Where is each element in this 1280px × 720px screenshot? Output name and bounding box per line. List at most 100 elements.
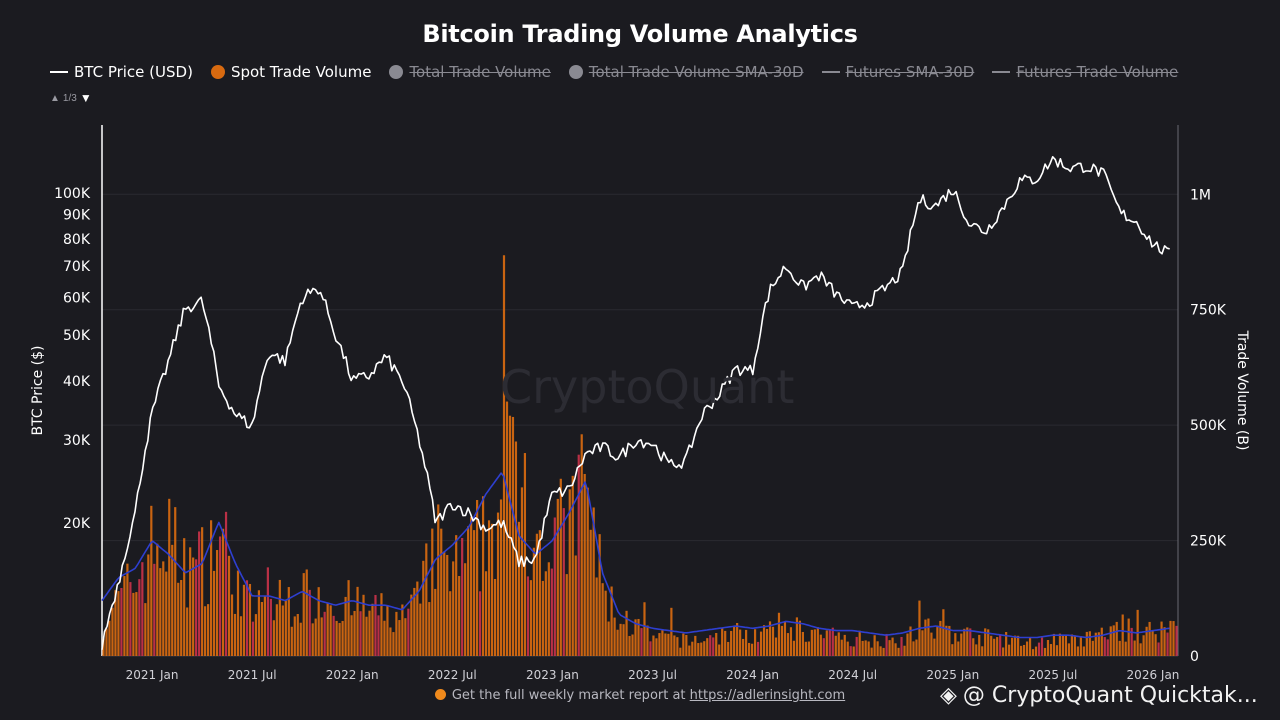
spot-volume-bar [685, 634, 688, 656]
spot-volume-bar [242, 584, 246, 656]
spot-volume-bar [756, 641, 760, 656]
spot-volume-bar [664, 633, 667, 656]
spot-volume-bar [789, 627, 793, 656]
spot-volume-bar [1016, 635, 1020, 656]
spot-volume-bar [156, 543, 159, 656]
y-right-tick-label: 750K [1190, 303, 1227, 319]
spot-volume-bar [595, 577, 598, 656]
legend-item-spot-volume[interactable]: Spot Trade Volume [210, 63, 371, 81]
spot-volume-bar [586, 487, 589, 656]
spot-volume-bar [386, 605, 389, 656]
spot-volume-bar [739, 629, 742, 656]
spot-volume-bar [487, 520, 491, 656]
spot-volume-bar [368, 610, 371, 656]
spot-volume-bar [655, 638, 658, 656]
spot-volume-bar [186, 607, 189, 656]
spot-volume-bar [1040, 637, 1044, 656]
spot-volume-bar [287, 587, 290, 656]
y-left-tick-label: 100K [54, 186, 91, 202]
spot-volume-bar [1073, 635, 1076, 656]
spot-volume-bar [550, 568, 553, 656]
spot-volume-bar [559, 478, 562, 656]
spot-volume-bar [963, 628, 966, 656]
spot-volume-bar [183, 538, 186, 656]
spot-volume-bar [1124, 641, 1127, 656]
spot-volume-bar [858, 630, 861, 656]
spot-volume-bar [777, 612, 781, 656]
spot-volume-bar [849, 646, 852, 656]
spot-volume-bar [957, 641, 960, 656]
spot-volume-bar [126, 563, 129, 656]
spot-volume-bar [320, 617, 323, 656]
spot-volume-bar [706, 638, 709, 656]
spot-volume-bar [816, 627, 819, 656]
spot-volume-bar [245, 580, 249, 656]
spot-volume-bar [302, 573, 305, 656]
spot-volume-bar [616, 629, 619, 656]
spot-volume-bar [1142, 635, 1145, 656]
spot-volume-bar [227, 555, 231, 656]
spot-volume-bar [455, 535, 458, 656]
spot-volume-bar [804, 641, 807, 656]
spot-volume-bar [1005, 631, 1008, 656]
spot-volume-bar [162, 561, 165, 656]
spot-volume-bar [900, 636, 903, 656]
spot-volume-bar [311, 623, 314, 656]
spot-volume-bar [1112, 625, 1115, 656]
spot-volume-bar [999, 635, 1002, 656]
spot-volume-bar [783, 622, 787, 656]
legend-line-icon [992, 71, 1011, 73]
spot-volume-bar [1160, 621, 1163, 656]
spot-volume-bar [960, 633, 963, 656]
pager-down-icon[interactable]: ▼ [79, 91, 92, 105]
spot-volume-bar [954, 633, 957, 656]
legend-item-total-volume-sma[interactable]: Total Trade Volume SMA-30D [568, 63, 804, 81]
spot-volume-bar [795, 617, 799, 656]
spot-volume-bar [1011, 637, 1014, 656]
spot-volume-bar [374, 594, 377, 656]
footer-link[interactable]: https://adlerinsight.com [689, 688, 846, 703]
spot-volume-bar [431, 528, 434, 656]
y-axis-left-title: BTC Price ($) [30, 346, 46, 436]
y-right-tick-label: 250K [1190, 534, 1227, 550]
spot-volume-bar [628, 635, 631, 656]
legend-item-btc-price[interactable]: BTC Price (USD) [50, 63, 193, 81]
spot-volume-bar [416, 581, 419, 656]
legend-dot-icon [568, 65, 583, 79]
legend-item-futures-volume[interactable]: Futures Trade Volume [992, 63, 1178, 81]
legend-label: Total Trade Volume SMA-30D [588, 63, 804, 81]
spot-volume-bar [114, 590, 117, 656]
spot-volume-bar [1121, 614, 1124, 656]
spot-volume-bar [1046, 640, 1050, 656]
legend-label: Total Trade Volume [409, 63, 551, 81]
spot-volume-bar [1082, 646, 1085, 656]
spot-volume-bar [239, 616, 243, 656]
spot-volume-bar [174, 507, 177, 656]
spot-volume-bar [1061, 635, 1065, 656]
spot-volume-bar [260, 602, 264, 656]
spot-volume-bar [541, 580, 544, 656]
spot-volume-bar [831, 627, 834, 656]
spot-volume-bar [759, 631, 763, 656]
spot-volume-bar [864, 640, 867, 656]
pager-up-icon[interactable]: ▲ [50, 92, 60, 104]
spot-volume-bar [171, 544, 174, 656]
spot-volume-bar [951, 644, 954, 656]
legend-label: Futures Trade Volume [1016, 63, 1179, 81]
spot-volume-bar [332, 615, 335, 656]
spot-volume-bar [679, 647, 682, 656]
spot-volume-bar [1163, 627, 1166, 656]
legend-item-futures-sma[interactable]: Futures SMA-30D [821, 63, 974, 81]
spot-volume-bar [762, 625, 766, 656]
x-tick-label: 2025 Jan [926, 668, 979, 682]
spot-volume-bar [398, 620, 401, 656]
spot-volume-bar [395, 611, 398, 656]
spot-volume-bar [329, 605, 332, 656]
spot-volume-bar [568, 489, 571, 656]
spot-volume-bar [105, 628, 108, 656]
spot-volume-bar [622, 624, 625, 656]
legend-item-total-volume[interactable]: Total Trade Volume [389, 63, 551, 81]
spot-volume-bar [1166, 632, 1169, 656]
spot-volume-bar [212, 570, 216, 656]
spot-volume-bar [837, 632, 840, 656]
